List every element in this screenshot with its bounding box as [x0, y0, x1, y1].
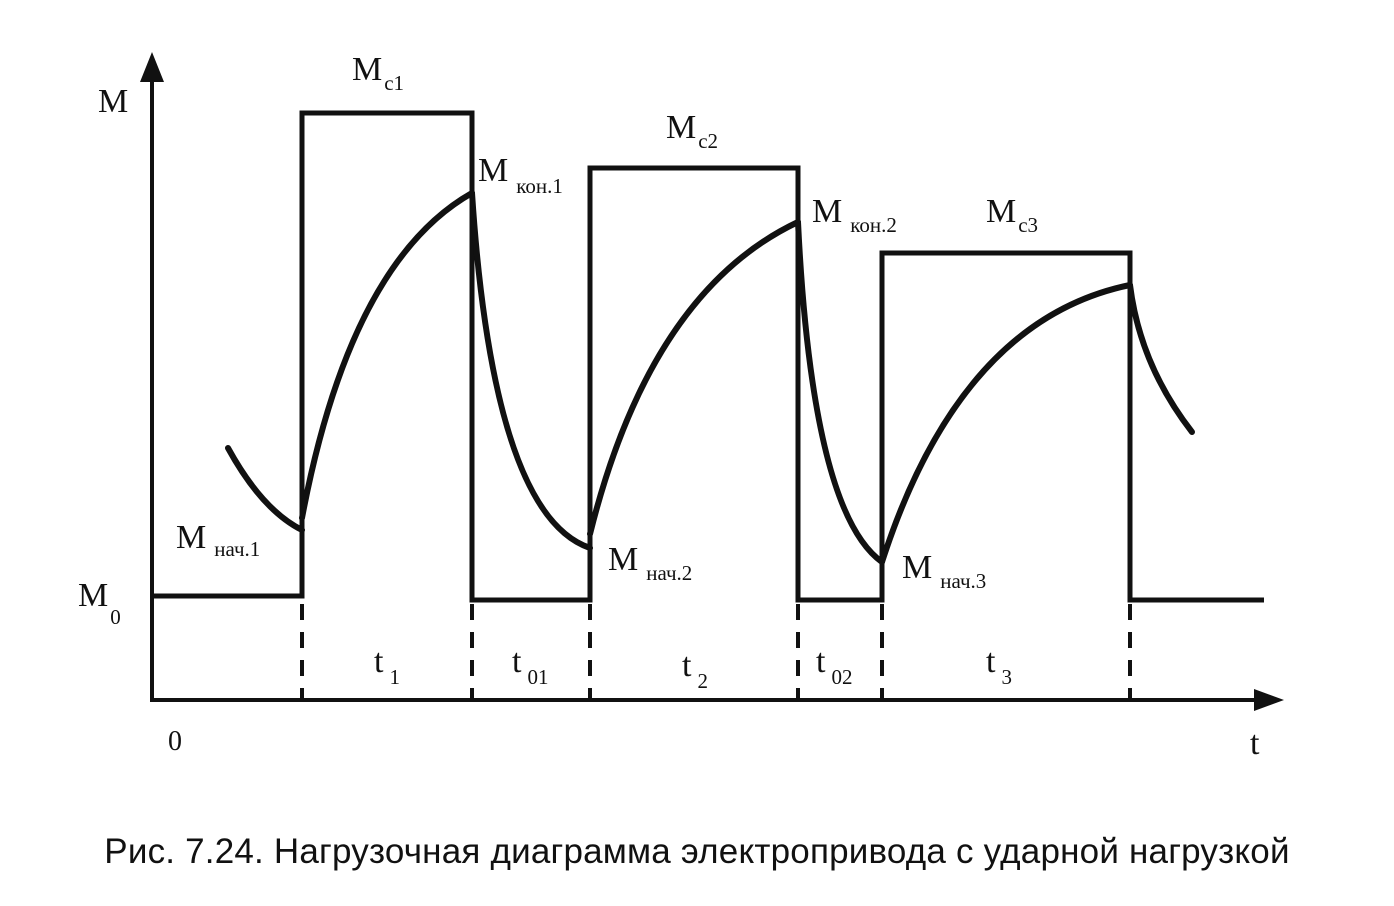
origin-label: 0 [168, 726, 182, 757]
torque-curve-decay-2 [795, 219, 885, 565]
x-axis-arrowhead [1254, 689, 1284, 711]
load-step-line [152, 110, 1264, 603]
x-axis-label: t [1250, 725, 1260, 762]
torque-curve-decay-0 [225, 445, 305, 533]
torque-curve-decay-1 [469, 190, 593, 551]
torque-curve-rise-3 [879, 282, 1133, 565]
torque-curve-rise-2 [587, 219, 801, 537]
y-axis-arrowhead [140, 52, 164, 82]
baseline-label: M0 [78, 577, 121, 629]
load-label-2: Mc2 [666, 109, 718, 153]
load-label-3: Mc3 [986, 193, 1038, 237]
torque-curve-decay-3 [1127, 282, 1195, 435]
figure-caption: Рис. 7.24. Нагрузочная диаграмма электро… [104, 832, 1290, 871]
load-label-1: Mc1 [352, 51, 404, 95]
torque-curve-rise-1 [299, 190, 475, 521]
interval-label-t02: t 02 [816, 643, 852, 689]
interval-label-t01: t 01 [512, 643, 548, 689]
y-axis-label: M [98, 83, 128, 120]
